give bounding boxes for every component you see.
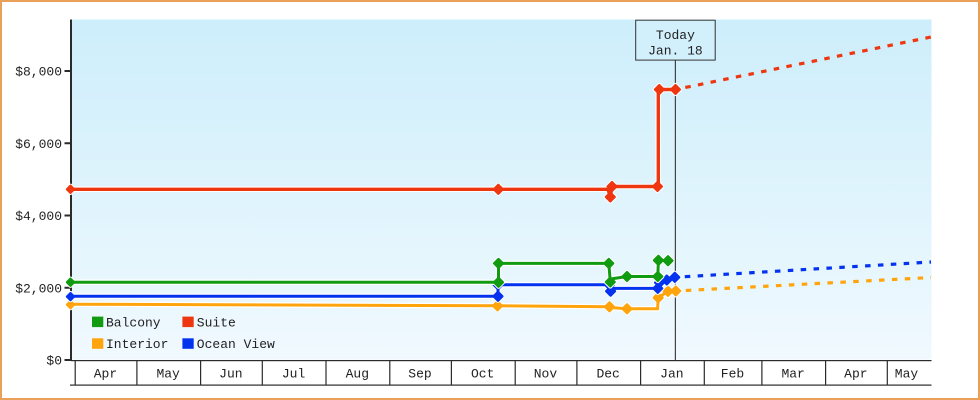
svg-text:Apr: Apr (94, 367, 117, 382)
svg-text:Balcony: Balcony (106, 316, 161, 331)
svg-text:Jul: Jul (282, 367, 306, 382)
svg-text:$8,000: $8,000 (15, 65, 62, 80)
svg-text:Jan. 18: Jan. 18 (648, 44, 703, 59)
svg-text:Suite: Suite (197, 316, 236, 331)
svg-text:Oct: Oct (471, 367, 494, 382)
svg-text:Jan: Jan (660, 367, 683, 382)
svg-text:May: May (895, 367, 919, 382)
svg-text:$0: $0 (46, 354, 62, 369)
svg-text:$6,000: $6,000 (15, 137, 62, 152)
svg-text:$4,000: $4,000 (15, 209, 62, 224)
svg-text:Apr: Apr (844, 367, 867, 382)
svg-text:May: May (156, 367, 180, 382)
svg-text:Feb: Feb (721, 367, 744, 382)
svg-text:Nov: Nov (534, 367, 558, 382)
svg-text:$2,000: $2,000 (15, 281, 62, 296)
svg-text:Mar: Mar (781, 367, 804, 382)
svg-text:Interior: Interior (106, 337, 168, 352)
svg-text:Aug: Aug (346, 367, 369, 382)
svg-text:Dec: Dec (596, 367, 619, 382)
svg-text:Sep: Sep (408, 367, 431, 382)
svg-text:Jun: Jun (219, 367, 242, 382)
svg-text:Today: Today (656, 28, 695, 43)
svg-text:Ocean View: Ocean View (197, 337, 275, 352)
